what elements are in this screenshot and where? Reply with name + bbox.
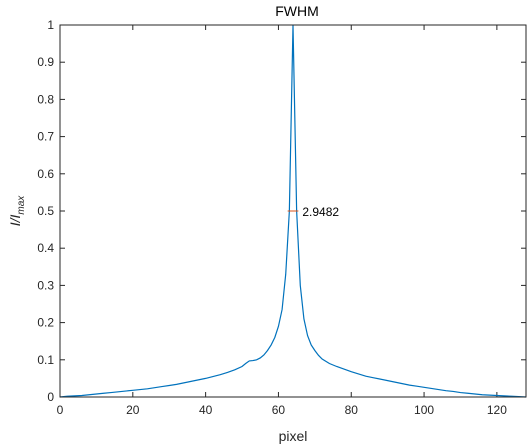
- x-tick-label: 80: [345, 403, 359, 417]
- y-axis-ticks: 0 0.1 0.2 0.3 0.4 0.5 0.6 0.7 0.8 0.9 1: [37, 18, 526, 404]
- chart-title: FWHM: [275, 3, 319, 19]
- y-axis-label-sub: max: [16, 195, 27, 215]
- x-tick-label: 60: [272, 403, 286, 417]
- axes-box: [59, 24, 527, 398]
- intensity-profile-line: [59, 24, 527, 398]
- x-axis-label: pixel: [279, 428, 308, 444]
- y-tick-label: 0: [47, 390, 54, 404]
- y-axis-label: I/Imax: [7, 195, 27, 227]
- y-tick-label: 0.4: [37, 241, 54, 255]
- plot-area: 0 20 40 60 80 100 120 0 0.1 0.2 0.3 0.4 0.5 0.6 0.7 0.…: [37, 18, 527, 417]
- y-tick-label: 0.3: [37, 278, 54, 292]
- y-tick-label: 1: [47, 18, 54, 32]
- y-tick-label: 0.5: [37, 204, 54, 218]
- y-axis-label-main: I/I: [7, 215, 23, 227]
- y-tick-label: 0.7: [37, 130, 54, 144]
- x-tick-label: 0: [57, 403, 64, 417]
- x-tick-label: 20: [126, 403, 140, 417]
- x-axis-ticks: 0 20 40 60 80 100 120: [57, 25, 507, 417]
- x-tick-label: 40: [199, 403, 213, 417]
- y-tick-label: 0.6: [37, 167, 54, 181]
- x-tick-label: 120: [487, 403, 507, 417]
- y-tick-label: 0.9: [37, 55, 54, 69]
- y-tick-label: 0.1: [37, 353, 54, 367]
- y-tick-label: 0.2: [37, 316, 54, 330]
- y-tick-label: 0.8: [37, 92, 54, 106]
- x-tick-label: 100: [414, 403, 434, 417]
- fwhm-value-label: 2.9482: [302, 205, 339, 219]
